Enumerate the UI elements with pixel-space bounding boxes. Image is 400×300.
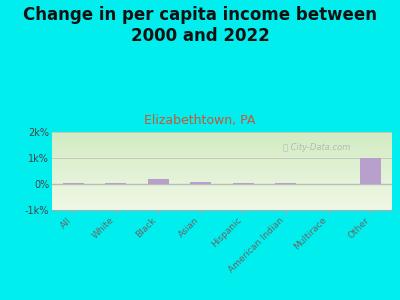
Bar xyxy=(52,158,392,159)
Bar xyxy=(52,199,392,200)
Bar xyxy=(52,179,392,180)
Bar xyxy=(52,178,392,179)
Bar xyxy=(52,132,392,133)
Bar xyxy=(52,133,392,134)
Bar xyxy=(52,165,392,166)
Bar xyxy=(52,177,392,178)
Bar xyxy=(52,160,392,161)
Bar xyxy=(52,159,392,160)
Bar xyxy=(52,140,392,141)
Bar xyxy=(52,200,392,201)
Bar xyxy=(52,147,392,148)
Bar xyxy=(52,167,392,168)
Bar xyxy=(52,152,392,153)
Bar xyxy=(52,163,392,164)
Bar xyxy=(52,191,392,192)
Bar xyxy=(52,207,392,208)
Bar xyxy=(190,182,211,184)
Bar xyxy=(52,198,392,199)
Bar xyxy=(52,134,392,135)
Bar xyxy=(52,153,392,154)
Bar xyxy=(63,183,84,184)
Bar xyxy=(52,169,392,170)
Bar xyxy=(52,205,392,206)
Bar xyxy=(52,206,392,207)
Bar xyxy=(52,181,392,182)
Bar xyxy=(52,143,392,144)
Bar xyxy=(52,192,392,193)
Bar xyxy=(52,208,392,209)
Bar xyxy=(52,190,392,191)
Text: ⓘ City-Data.com: ⓘ City-Data.com xyxy=(283,143,350,152)
Bar xyxy=(52,202,392,203)
Bar xyxy=(52,157,392,158)
Bar xyxy=(52,184,392,185)
Bar xyxy=(52,161,392,162)
Bar xyxy=(52,169,392,170)
Text: Change in per capita income between
2000 and 2022: Change in per capita income between 2000… xyxy=(23,6,377,45)
Bar xyxy=(52,174,392,175)
Bar xyxy=(52,170,392,171)
Bar xyxy=(52,142,392,143)
Bar xyxy=(52,196,392,197)
Bar xyxy=(52,189,392,190)
Bar xyxy=(52,164,392,165)
Bar xyxy=(52,154,392,155)
Bar xyxy=(52,203,392,204)
Bar xyxy=(52,154,392,155)
Bar xyxy=(52,151,392,152)
Bar xyxy=(52,201,392,202)
Bar xyxy=(52,194,392,195)
Bar xyxy=(52,172,392,173)
Bar xyxy=(52,204,392,205)
Bar xyxy=(52,171,392,172)
Bar xyxy=(52,156,392,157)
Bar xyxy=(52,160,392,161)
Bar xyxy=(52,166,392,167)
Bar xyxy=(52,138,392,139)
Bar xyxy=(52,186,392,187)
Bar xyxy=(52,180,392,181)
Bar xyxy=(52,188,392,189)
Bar xyxy=(275,183,296,184)
Bar xyxy=(105,183,126,184)
Bar xyxy=(52,202,392,203)
Bar xyxy=(52,182,392,183)
Bar xyxy=(52,195,392,196)
Bar xyxy=(52,148,392,149)
Bar xyxy=(52,135,392,136)
Bar xyxy=(52,141,392,142)
Bar xyxy=(148,179,169,184)
Bar xyxy=(52,150,392,151)
Bar xyxy=(52,175,392,176)
Bar xyxy=(52,173,392,174)
Bar xyxy=(52,139,392,140)
Bar xyxy=(52,185,392,186)
Bar xyxy=(52,183,392,184)
Bar xyxy=(52,209,392,210)
Bar xyxy=(52,162,392,163)
Bar xyxy=(52,168,392,169)
Bar xyxy=(52,155,392,156)
Text: Elizabethtown, PA: Elizabethtown, PA xyxy=(144,114,256,127)
Bar xyxy=(52,145,392,146)
Bar xyxy=(52,136,392,137)
Bar xyxy=(52,144,392,145)
Bar xyxy=(360,158,381,184)
Bar xyxy=(52,146,392,147)
Bar xyxy=(52,176,392,177)
Bar xyxy=(52,193,392,194)
Bar xyxy=(52,137,392,138)
Bar xyxy=(52,197,392,198)
Bar xyxy=(52,187,392,188)
